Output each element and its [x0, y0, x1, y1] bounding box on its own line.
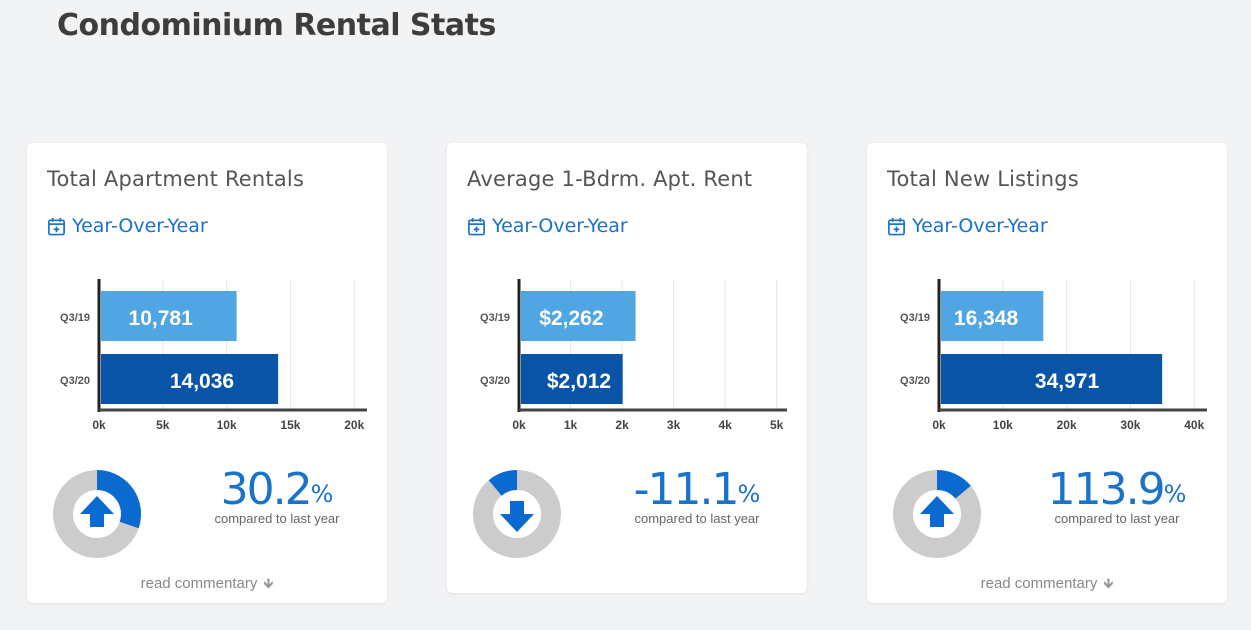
stat-card: Total New Listings Year-Over-Year 16,348 Q… — [867, 143, 1227, 603]
x-tick-label: 10k — [993, 418, 1013, 432]
change-value: -11.1 — [633, 464, 740, 515]
bar-data-label: 10,781 — [129, 307, 194, 330]
bar-chart-svg: 16,348 Q3/19 34,971 Q3/20 0k 10k 20k 30k 40k — [900, 279, 1207, 432]
stat-card: Total Apartment Rentals Year-Over-Year 10… — [27, 143, 387, 603]
bar-data-label: 14,036 — [170, 370, 234, 393]
percent-sign: % — [1163, 480, 1187, 508]
period-label: Year-Over-Year — [912, 215, 1048, 237]
read-commentary-link[interactable]: read commentary 🡻 — [27, 573, 387, 597]
x-tick-label: 2k — [615, 418, 629, 432]
percent-sign: % — [310, 480, 334, 508]
category-label: Q3/19 — [900, 312, 930, 324]
calendar-icon — [888, 217, 905, 235]
arrow-down-icon: 🡻 — [263, 575, 274, 591]
x-tick-label: 0k — [92, 418, 106, 432]
card-title: Total Apartment Rentals — [47, 167, 305, 191]
period-label: Year-Over-Year — [492, 215, 628, 237]
period-label: Year-Over-Year — [72, 215, 208, 237]
change-donut — [472, 469, 562, 564]
change-percent: -11.1% compared to last year — [617, 464, 777, 527]
change-donut — [52, 469, 142, 564]
percent-sign: % — [737, 480, 761, 508]
period-selector[interactable]: Year-Over-Year — [887, 215, 1048, 237]
x-tick-label: 20k — [344, 418, 364, 432]
bar — [941, 354, 1163, 404]
bar-data-label: 16,348 — [954, 307, 1019, 330]
page-title: Condominium Rental Stats — [57, 8, 496, 43]
bar — [521, 291, 636, 341]
arrow-up-icon — [920, 496, 954, 527]
donut-segment — [53, 470, 141, 558]
card-title: Average 1-Bdrm. Apt. Rent — [467, 167, 753, 191]
arrow-up-icon — [80, 496, 114, 527]
stat-card: Average 1-Bdrm. Apt. Rent Year-Over-Year… — [447, 143, 807, 593]
arrow-down-icon: 🡻 — [1103, 575, 1114, 591]
x-tick-label: 15k — [280, 418, 300, 432]
calendar-icon — [468, 217, 485, 235]
category-label: Q3/19 — [60, 312, 90, 324]
bar — [521, 354, 623, 404]
category-label: Q3/20 — [480, 375, 510, 387]
change-caption: compared to last year — [634, 511, 760, 526]
bar-data-label: $2,012 — [547, 370, 611, 393]
calendar-icon — [48, 217, 65, 235]
category-label: Q3/20 — [900, 375, 930, 387]
x-tick-label: 4k — [718, 418, 732, 432]
x-tick-label: 5k — [156, 418, 170, 432]
card-title: Total New Listings — [887, 167, 1079, 191]
change-percent: 113.9% compared to last year — [1037, 464, 1197, 527]
bar-chart: 16,348 Q3/19 34,971 Q3/20 0k 10k 20k 30k 40k — [867, 263, 1227, 443]
category-label: Q3/19 — [480, 312, 510, 324]
arrow-down-icon — [500, 501, 534, 532]
commentary-label: read commentary — [140, 575, 258, 592]
bar-data-label: $2,262 — [539, 307, 603, 330]
x-tick-label: 3k — [667, 418, 681, 432]
bar-chart-svg: $2,262 Q3/19 $2,012 Q3/20 0k 1k 2k 3k 4k 5k — [480, 279, 787, 432]
bar-data-label: 34,971 — [1035, 370, 1100, 393]
bar — [101, 354, 279, 404]
donut-segment — [473, 470, 561, 558]
x-tick-label: 0k — [932, 418, 946, 432]
category-label: Q3/20 — [60, 375, 90, 387]
change-caption: compared to last year — [1054, 511, 1180, 526]
x-tick-label: 0k — [512, 418, 526, 432]
bar-chart-svg: 10,781 Q3/19 14,036 Q3/20 0k 5k 10k 15k 20k — [60, 279, 367, 432]
commentary-label: read commentary — [980, 575, 1098, 592]
change-value: 30.2 — [220, 464, 313, 515]
x-tick-label: 1k — [564, 418, 578, 432]
change-value: 113.9 — [1047, 464, 1166, 515]
bar — [941, 291, 1044, 341]
x-tick-label: 5k — [770, 418, 784, 432]
read-commentary-link[interactable]: read commentary 🡻 — [867, 573, 1227, 597]
change-donut — [892, 469, 982, 564]
change-percent: 30.2% compared to last year — [197, 464, 357, 527]
period-selector[interactable]: Year-Over-Year — [47, 215, 208, 237]
bar — [101, 291, 237, 341]
x-tick-label: 30k — [1120, 418, 1140, 432]
x-tick-label: 40k — [1184, 418, 1204, 432]
x-tick-label: 20k — [1057, 418, 1077, 432]
bar-chart: 10,781 Q3/19 14,036 Q3/20 0k 5k 10k 15k 20k — [27, 263, 387, 443]
x-tick-label: 10k — [217, 418, 237, 432]
donut-segment — [893, 470, 981, 558]
change-caption: compared to last year — [214, 511, 340, 526]
bar-chart: $2,262 Q3/19 $2,012 Q3/20 0k 1k 2k 3k 4k 5k — [447, 263, 807, 443]
period-selector[interactable]: Year-Over-Year — [467, 215, 628, 237]
